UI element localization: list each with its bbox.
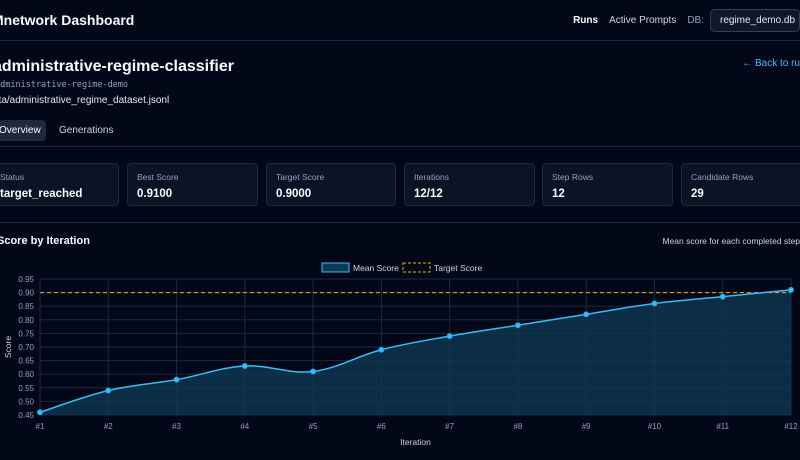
stat-label: Step Rows (552, 172, 594, 182)
legend-swatch-mean-score (321, 262, 350, 273)
x-tick-label: #1 (36, 422, 45, 431)
stat-value: 0.9000 (276, 188, 312, 200)
page-title: administrative-regime-classifier (0, 58, 234, 75)
stat-card-status: Status target_reached (0, 163, 119, 206)
data-point (719, 293, 726, 300)
y-tick-label: 0.70 (18, 343, 34, 352)
data-point (241, 363, 248, 370)
stat-card-target-score: Target Score 0.9000 (266, 163, 396, 206)
x-tick-label: #6 (377, 422, 386, 431)
y-tick-label: 0.60 (18, 370, 34, 379)
back-to-runs-link[interactable]: ← Back to ru (742, 58, 800, 69)
y-tick-label: 0.75 (18, 329, 34, 338)
x-tick-label: #4 (240, 422, 249, 431)
x-tick-label: #12 (784, 422, 798, 431)
x-tick-label: #2 (104, 422, 113, 431)
db-label: DB: (687, 15, 704, 26)
stat-value: 29 (691, 188, 704, 200)
stat-value: 12/12 (414, 188, 443, 200)
dataset-path: ata/administrative_regime_dataset.jsonl (0, 95, 170, 106)
stat-label: Best Score (137, 172, 179, 182)
stat-card-best-score: Best Score 0.9100 (127, 163, 258, 206)
project-slug: administrative-regime-demo (0, 80, 129, 90)
x-tick-label: #5 (309, 422, 318, 431)
y-tick-label: 0.80 (18, 316, 34, 325)
y-tick-label: 0.85 (18, 302, 34, 311)
x-axis-label: Iteration (400, 437, 431, 447)
chart-subtitle: Mean score for each completed step (662, 236, 800, 246)
x-tick-label: #7 (445, 422, 454, 431)
y-tick-label: 0.55 (18, 384, 34, 393)
data-point (788, 286, 795, 293)
data-point (37, 409, 44, 416)
section-divider (0, 222, 800, 223)
stat-label: Status (0, 172, 25, 182)
x-tick-label: #8 (513, 422, 522, 431)
stat-value: 0.9100 (137, 188, 173, 200)
stat-card-step-rows: Step Rows 12 (542, 163, 673, 206)
nav-runs[interactable]: Runs (573, 15, 599, 26)
data-point (173, 376, 180, 383)
y-tick-label: 0.95 (18, 275, 34, 284)
chart-title: Score by Iteration (0, 235, 90, 247)
app-brand[interactable]: Mnetwork Dashboard (0, 12, 135, 28)
top-nav: Runs Active Prompts DB: regime_demo.db (573, 0, 800, 41)
y-tick-label: 0.65 (18, 357, 34, 366)
x-tick-label: #10 (648, 422, 662, 431)
y-tick-label: 0.50 (18, 397, 34, 406)
y-axis-label: Score (3, 336, 13, 358)
data-point (514, 322, 521, 329)
stat-card-candidate-rows: Candidate Rows 29 (681, 163, 800, 206)
y-tick-label: 0.90 (18, 289, 34, 298)
tab-bar: Overview Generations (0, 120, 800, 147)
x-tick-label: #3 (172, 422, 181, 431)
data-point (310, 368, 317, 375)
x-tick-label: #11 (716, 422, 729, 431)
mean-score-line (39, 289, 792, 413)
y-tick-label: 0.45 (18, 411, 34, 420)
top-bar: Mnetwork Dashboard Runs Active Prompts D… (0, 0, 800, 41)
legend-label-mean-score: Mean Score (353, 263, 399, 273)
nav-active-prompts[interactable]: Active Prompts (609, 15, 677, 26)
score-chart: 0.45 0.50 0.55 0.60 0.65 0.70 0.75 0.80 0.85 0.90… (3, 262, 798, 447)
data-point (378, 346, 385, 353)
stat-label: Target Score (276, 172, 325, 182)
legend-label-target-score: Target Score (434, 263, 482, 273)
data-point (651, 300, 658, 307)
tab-overview[interactable]: Overview (0, 120, 46, 141)
tab-generations[interactable]: Generations (59, 125, 114, 136)
x-tick-label: #9 (582, 422, 591, 431)
stat-value: target_reached (0, 188, 83, 200)
db-select[interactable]: regime_demo.db (710, 9, 800, 32)
stat-label: Candidate Rows (691, 172, 754, 182)
stat-card-iterations: Iterations 12/12 (404, 163, 535, 206)
stat-label: Iterations (414, 172, 449, 182)
stat-value: 12 (552, 188, 565, 200)
mean-score-area (40, 289, 791, 415)
data-point (446, 333, 453, 340)
data-point (105, 387, 112, 394)
data-point (583, 311, 590, 318)
legend-swatch-target-score (402, 262, 431, 273)
